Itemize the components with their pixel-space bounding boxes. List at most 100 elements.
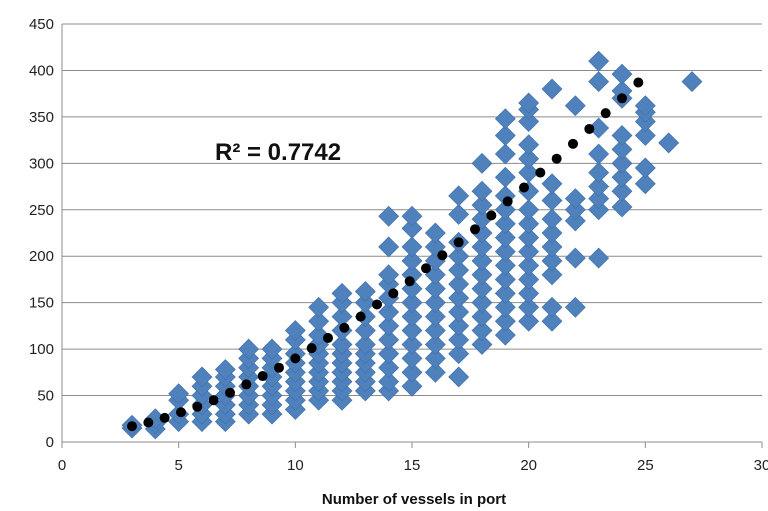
data-point <box>471 152 493 174</box>
x-tick-label: 0 <box>58 457 66 474</box>
data-point <box>611 63 633 85</box>
data-point <box>401 306 423 328</box>
data-point <box>634 157 656 179</box>
data-point <box>308 296 330 318</box>
fitted-point <box>176 407 186 418</box>
data-point <box>541 236 563 258</box>
data-point <box>378 329 400 351</box>
data-point <box>401 334 423 355</box>
data-point <box>541 296 563 318</box>
data-point <box>424 334 446 355</box>
data-point <box>354 320 376 341</box>
data-point <box>588 143 610 165</box>
fitted-point <box>551 153 562 164</box>
fitted-point <box>274 362 284 373</box>
data-point <box>518 92 540 114</box>
data-point <box>611 196 633 218</box>
data-point <box>634 125 656 146</box>
data-point <box>471 250 493 272</box>
data-point <box>494 108 516 130</box>
fitted-point <box>143 417 154 428</box>
data-point <box>634 95 656 117</box>
data-point <box>401 320 423 341</box>
fitted-point <box>355 311 366 322</box>
fitted-point <box>437 250 448 261</box>
data-point <box>424 278 446 300</box>
data-point <box>354 281 376 302</box>
data-point <box>611 166 633 188</box>
data-point <box>471 264 493 286</box>
fitted-point <box>290 353 301 364</box>
data-point <box>494 166 516 188</box>
data-point <box>564 247 586 269</box>
y-tick-labels: 0 50 100 150 200 250 300 350 400 450 <box>29 16 54 451</box>
data-point <box>494 255 516 276</box>
data-point <box>401 292 423 314</box>
fitted-point <box>600 108 611 119</box>
fitted-points <box>127 77 644 432</box>
data-point <box>518 269 540 290</box>
data-point <box>611 180 633 202</box>
data-point <box>564 188 586 210</box>
x-tick-label: 15 <box>404 457 421 474</box>
data-point <box>541 264 563 286</box>
x-tick-label: 30 <box>754 457 768 474</box>
data-point <box>518 199 540 221</box>
data-point <box>424 320 446 341</box>
x-tick-label: 10 <box>287 457 304 474</box>
data-point <box>378 315 400 337</box>
fitted-point <box>404 276 415 287</box>
data-point <box>448 301 470 323</box>
y-tick-label: 450 <box>29 16 54 33</box>
data-point <box>378 343 400 365</box>
data-point <box>378 357 400 379</box>
data-point <box>518 134 540 156</box>
fitted-point <box>372 299 382 310</box>
data-point <box>588 247 610 269</box>
data-point <box>424 347 446 369</box>
fitted-point <box>127 421 137 432</box>
fitted-point <box>257 371 268 382</box>
observed-points <box>121 50 703 440</box>
data-point <box>541 190 563 211</box>
data-point <box>588 117 610 139</box>
data-point <box>494 227 516 249</box>
data-point <box>448 287 470 309</box>
data-point <box>541 222 563 244</box>
fitted-point <box>584 123 595 134</box>
data-point <box>564 296 586 318</box>
data-point <box>541 310 563 332</box>
data-point <box>261 338 283 360</box>
data-point <box>378 371 400 393</box>
data-point <box>214 359 236 380</box>
data-point <box>518 255 540 276</box>
data-point <box>494 310 516 332</box>
fitted-point <box>339 322 350 333</box>
data-point <box>494 324 516 346</box>
data-point <box>308 310 330 332</box>
fitted-point <box>208 395 219 406</box>
fitted-point <box>617 93 627 104</box>
fitted-point <box>306 343 317 354</box>
data-point <box>494 143 516 165</box>
y-tick-label: 150 <box>29 295 54 312</box>
data-point <box>238 338 260 360</box>
fitted-point <box>159 412 170 423</box>
data-point <box>518 213 540 235</box>
data-point <box>541 208 563 230</box>
data-point <box>448 315 470 337</box>
data-point <box>518 282 540 304</box>
fitted-point <box>486 210 497 221</box>
data-point <box>448 329 470 351</box>
fitted-point <box>192 401 203 412</box>
data-point <box>611 138 633 160</box>
data-point <box>564 210 586 232</box>
data-point <box>471 278 493 300</box>
data-point <box>424 222 446 244</box>
data-point <box>658 132 680 154</box>
data-point <box>424 306 446 328</box>
data-point <box>564 199 586 221</box>
data-point <box>588 162 610 184</box>
data-point <box>354 334 376 355</box>
